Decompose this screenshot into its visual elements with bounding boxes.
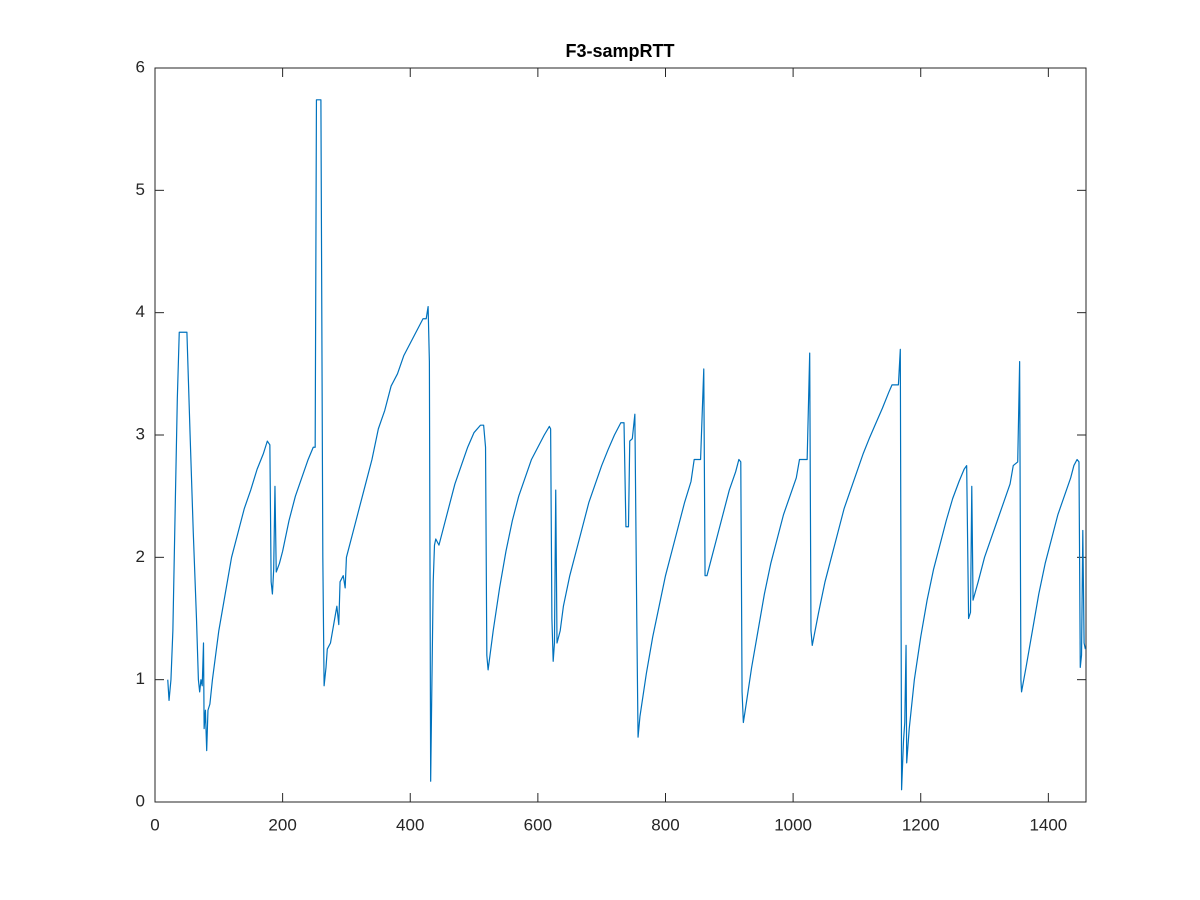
x-tick-label: 800 <box>651 815 679 834</box>
x-tick-label: 400 <box>396 815 424 834</box>
y-tick-label: 0 <box>136 791 145 810</box>
data-line <box>167 99 1086 791</box>
y-tick-label: 6 <box>136 57 145 76</box>
x-tick-label: 200 <box>268 815 296 834</box>
chart-title: F3-sampRTT <box>565 41 674 61</box>
y-tick-label: 2 <box>136 547 145 566</box>
x-tick-label: 1400 <box>1029 815 1067 834</box>
y-tick-label: 1 <box>136 669 145 688</box>
y-tick-label: 4 <box>136 302 145 321</box>
x-tick-label: 0 <box>150 815 159 834</box>
y-tick-label: 5 <box>136 180 145 199</box>
y-tick-label: 3 <box>136 424 145 443</box>
x-tick-label: 1200 <box>902 815 940 834</box>
x-tick-label: 600 <box>524 815 552 834</box>
x-tick-label: 1000 <box>774 815 812 834</box>
